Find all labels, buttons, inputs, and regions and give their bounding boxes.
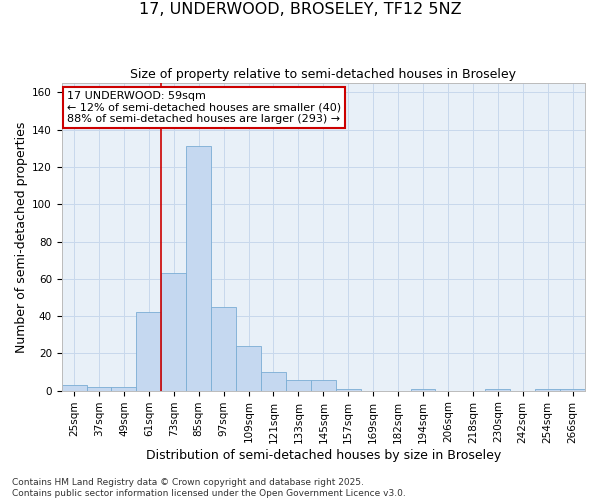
Bar [86,387,112,390]
Bar [261,372,286,390]
Text: Contains HM Land Registry data © Crown copyright and database right 2025.
Contai: Contains HM Land Registry data © Crown c… [12,478,406,498]
Bar [336,389,361,390]
Bar [186,146,211,390]
Bar [560,389,585,390]
Y-axis label: Number of semi-detached properties: Number of semi-detached properties [15,121,28,352]
Bar [112,387,136,390]
Title: Size of property relative to semi-detached houses in Broseley: Size of property relative to semi-detach… [130,68,517,80]
Bar [535,389,560,390]
Text: 17 UNDERWOOD: 59sqm
← 12% of semi-detached houses are smaller (40)
88% of semi-d: 17 UNDERWOOD: 59sqm ← 12% of semi-detach… [67,90,341,124]
Bar [311,380,336,390]
Text: 17, UNDERWOOD, BROSELEY, TF12 5NZ: 17, UNDERWOOD, BROSELEY, TF12 5NZ [139,2,461,18]
X-axis label: Distribution of semi-detached houses by size in Broseley: Distribution of semi-detached houses by … [146,450,501,462]
Bar [62,385,86,390]
Bar [211,307,236,390]
Bar [286,380,311,390]
Bar [161,273,186,390]
Bar [236,346,261,391]
Bar [485,389,510,390]
Bar [410,389,436,390]
Bar [136,312,161,390]
